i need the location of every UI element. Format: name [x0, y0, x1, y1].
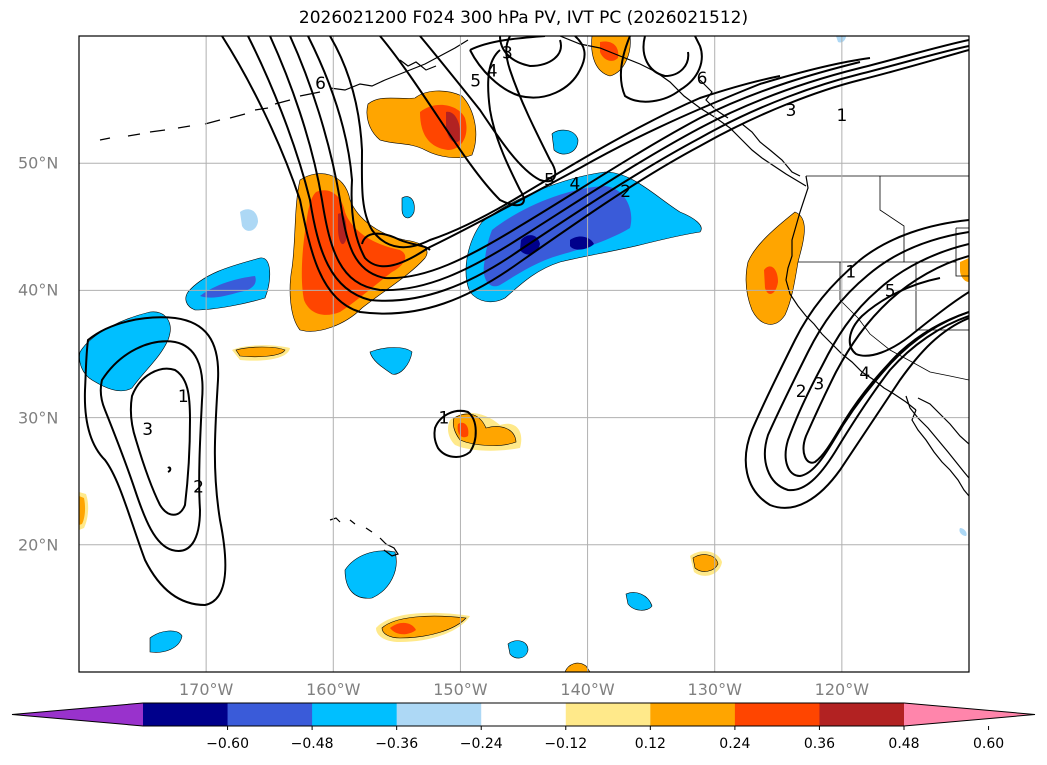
map-frame: [78, 35, 970, 673]
ivt-contour-east-4: [802, 255, 969, 464]
ivt-contour-5-main: [307, 36, 871, 268]
ivt-contour-east-1: [744, 219, 969, 509]
ivt-contour-label: 4: [487, 61, 498, 81]
lon-tick-label: 150°W: [433, 680, 488, 699]
colorbar-segment: [565, 703, 651, 726]
ivt-contour-small: [433, 409, 477, 458]
colorbar-extend-low: [12, 703, 143, 726]
ivt-contour-label: 3: [786, 101, 797, 121]
colorbar-segment: [734, 703, 820, 726]
lat-tick-label: 20°N: [18, 535, 59, 555]
ivt-contour-label: 2: [796, 382, 807, 402]
colorbar-tick-label: −0.24: [459, 736, 503, 752]
colorbar-segment: [312, 703, 398, 726]
colorbar-tick-label: −0.12: [544, 736, 588, 752]
colorbar-outline: [11, 702, 1036, 727]
colorbar-tick-label: 0.12: [634, 736, 666, 752]
lon-tick-label: 170°W: [178, 680, 234, 699]
ivt-contour-label: 1: [836, 106, 847, 126]
ivt-contour-west-2: [99, 340, 204, 552]
colorbar-tick-label: −0.36: [375, 736, 419, 752]
ivt-contour-2-main: [247, 36, 969, 302]
ivt-contour-6-main: [329, 36, 781, 249]
ivt-contour-label: 4: [569, 175, 580, 195]
colorbar-segment: [396, 703, 482, 726]
lon-tick-label: 140°W: [560, 680, 615, 699]
colorbar-segment: [481, 703, 567, 726]
map-title: 2026021200 F024 300 hPa PV, IVT PC (2026…: [298, 8, 749, 28]
ivt-contours: [83, 36, 969, 607]
ivt-contour-3-main: [269, 36, 969, 292]
colorbar-extend-high: [904, 703, 1035, 726]
ivt-contour-label: 3: [142, 420, 153, 440]
map-plot-area: [79, 36, 969, 672]
colorbar-segment: [143, 703, 229, 726]
ivt-contour-1-main: [221, 36, 969, 315]
colorbar: [11, 702, 1036, 730]
ivt-contour-label: 1: [438, 409, 449, 429]
ivt-contour-label: 1: [845, 262, 856, 282]
ivt-contour-label: 4: [859, 364, 870, 384]
colorbar-tick-label: −0.48: [290, 736, 334, 752]
graticule: [79, 36, 969, 672]
ivt-contour-label: 5: [470, 72, 481, 92]
lat-tick-label: 30°N: [18, 408, 59, 428]
ivt-contour-label: 2: [620, 182, 631, 202]
pv-positive-region-coast: [745, 211, 805, 325]
ivt-contour-east-3: [784, 243, 969, 478]
pv-negative-region-central-max: [520, 235, 594, 255]
lon-tick-label: 160°W: [306, 680, 361, 699]
colorbar-segment: [819, 703, 905, 726]
ivt-contour-label: 6: [315, 74, 326, 94]
ivt-contour-label: 2: [193, 477, 204, 497]
lat-tick-label: 40°N: [18, 280, 59, 300]
colorbar-tick-label: 0.24: [719, 736, 751, 752]
colorbar-segment: [650, 703, 736, 726]
ivt-contour-west-1: [83, 316, 227, 607]
colorbar-tick-label: 0.36: [803, 736, 836, 752]
colorbar-segment: [227, 703, 313, 726]
ivt-contour-label: 1: [178, 387, 189, 407]
political-borders: [798, 175, 969, 381]
colorbar-tick-label: 0.60: [972, 736, 1005, 752]
ivt-contour-label: 3: [814, 374, 825, 394]
lon-tick-label: 120°W: [814, 680, 870, 699]
ivt-contour-east-5: [848, 277, 969, 357]
ivt-contour-west-3: [129, 367, 192, 516]
colorbar-tick-label: −0.60: [206, 736, 249, 752]
ivt-contour-label: 5: [544, 171, 555, 191]
ivt-contour-label: 3: [502, 44, 513, 64]
ivt-contour-label: 6: [697, 69, 708, 89]
ivt-contour-4-main: [289, 36, 861, 280]
ivt-contour-east-2: [763, 231, 969, 492]
ivt-contour-label: 5: [885, 281, 896, 301]
lon-tick-label: 130°W: [687, 680, 742, 699]
lat-tick-label: 50°N: [18, 153, 59, 173]
colorbar-tick-label: 0.48: [888, 736, 920, 752]
